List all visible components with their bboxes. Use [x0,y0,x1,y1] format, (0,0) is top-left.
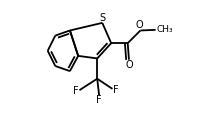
Text: F: F [96,95,102,105]
Text: S: S [99,13,105,23]
Text: O: O [136,20,144,30]
Text: CH₃: CH₃ [156,25,173,34]
Text: O: O [126,60,133,70]
Text: F: F [73,86,79,96]
Text: F: F [113,85,119,95]
